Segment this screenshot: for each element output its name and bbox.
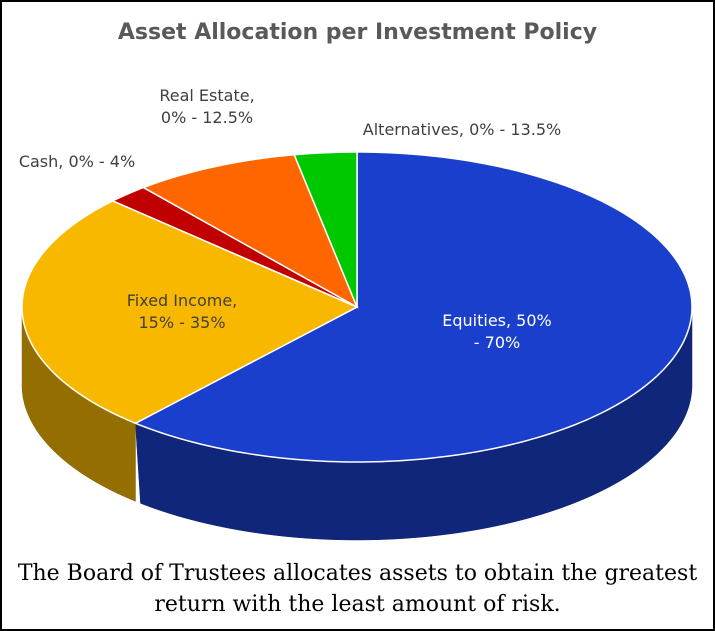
- data-label: Equities, 50% - 70%: [442, 311, 552, 352]
- data-label: Real Estate, 0% - 12.5%: [159, 86, 255, 127]
- pie-slice: [111, 186, 358, 308]
- pie-slice: [133, 151, 693, 463]
- data-label: Fixed Income, 15% - 35%: [126, 291, 238, 332]
- pie-slice: [21, 200, 359, 425]
- pie-slice: [293, 151, 358, 308]
- data-label: Cash, 0% - 4%: [18, 152, 136, 171]
- caption: The Board of Trustees allocates assets t…: [17, 561, 698, 617]
- pie-slice: [141, 153, 359, 309]
- data-label: Alternatives, 0% - 13.5%: [362, 120, 562, 139]
- chart-title: Asset Allocation per Investment Policy: [117, 20, 598, 45]
